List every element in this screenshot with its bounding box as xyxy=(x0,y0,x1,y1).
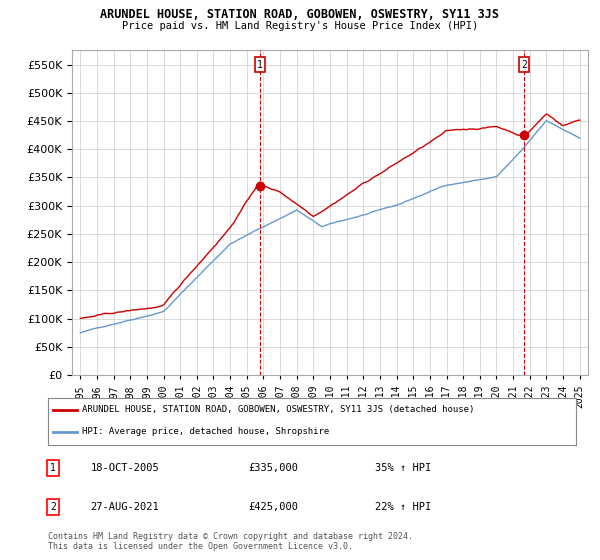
Text: £425,000: £425,000 xyxy=(248,502,299,512)
Text: Contains HM Land Registry data © Crown copyright and database right 2024.: Contains HM Land Registry data © Crown c… xyxy=(48,532,413,541)
Text: Price paid vs. HM Land Registry's House Price Index (HPI): Price paid vs. HM Land Registry's House … xyxy=(122,21,478,31)
Text: 27-AUG-2021: 27-AUG-2021 xyxy=(90,502,159,512)
Text: 22% ↑ HPI: 22% ↑ HPI xyxy=(376,502,431,512)
Text: £335,000: £335,000 xyxy=(248,463,299,473)
Text: This data is licensed under the Open Government Licence v3.0.: This data is licensed under the Open Gov… xyxy=(48,542,353,551)
Text: 1: 1 xyxy=(257,59,263,69)
Text: 2: 2 xyxy=(50,502,56,512)
Text: 18-OCT-2005: 18-OCT-2005 xyxy=(90,463,159,473)
Text: ARUNDEL HOUSE, STATION ROAD, GOBOWEN, OSWESTRY, SY11 3JS: ARUNDEL HOUSE, STATION ROAD, GOBOWEN, OS… xyxy=(101,8,499,21)
Text: ARUNDEL HOUSE, STATION ROAD, GOBOWEN, OSWESTRY, SY11 3JS (detached house): ARUNDEL HOUSE, STATION ROAD, GOBOWEN, OS… xyxy=(82,405,475,414)
Text: 2: 2 xyxy=(521,59,527,69)
Text: HPI: Average price, detached house, Shropshire: HPI: Average price, detached house, Shro… xyxy=(82,427,329,436)
Text: 35% ↑ HPI: 35% ↑ HPI xyxy=(376,463,431,473)
Text: 1: 1 xyxy=(50,463,56,473)
